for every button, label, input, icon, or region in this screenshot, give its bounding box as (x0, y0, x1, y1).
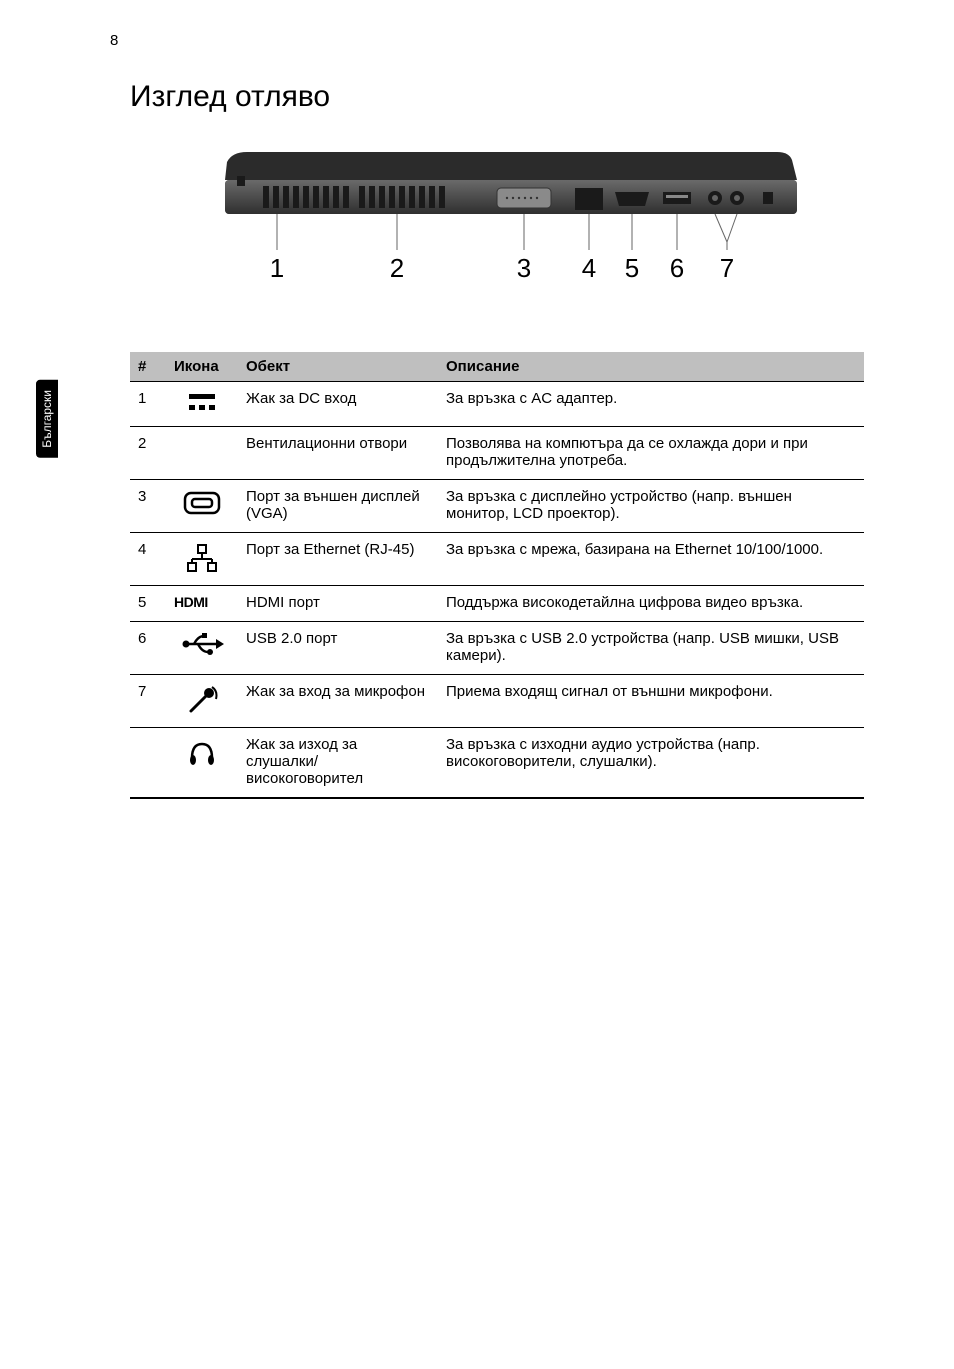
table-row: 1 Жак за DC вход За връзка с AC адаптер. (130, 382, 864, 427)
row-object: Жак за вход за микрофон (238, 675, 438, 728)
callout-2: 2 (390, 253, 404, 283)
row-object: Порт за Ethernet (RJ-45) (238, 533, 438, 586)
no-icon (166, 427, 238, 480)
row-desc: Приема входящ сигнал от външни микрофони… (438, 675, 864, 728)
row-object: HDMI порт (238, 586, 438, 622)
callout-4: 4 (582, 253, 596, 283)
mic-icon (166, 675, 238, 728)
vga-icon (166, 480, 238, 533)
header-number: # (130, 352, 166, 382)
callout-3: 3 (517, 253, 531, 283)
ports-table: # Икона Обект Описание 1 Жак за DC вход … (130, 352, 864, 799)
row-number: 7 (130, 675, 166, 728)
row-number (130, 728, 166, 799)
ethernet-icon (166, 533, 238, 586)
row-desc: За връзка с изходни аудио устройства (на… (438, 728, 864, 799)
table-header-row: # Икона Обект Описание (130, 352, 864, 382)
usb-icon (166, 622, 238, 675)
table-row: 5 HDMI HDMI порт Поддържа високодетайлна… (130, 586, 864, 622)
row-number: 3 (130, 480, 166, 533)
header-object: Обект (238, 352, 438, 382)
page-number: 8 (110, 32, 118, 49)
row-object: Порт за външен дисплей (VGA) (238, 480, 438, 533)
row-number: 4 (130, 533, 166, 586)
row-desc: Поддържа високодетайлна цифрова видео вр… (438, 586, 864, 622)
table-row: 4 Порт за Ethernet (RJ-45) За връзка с м… (130, 533, 864, 586)
row-desc: За връзка с AC адаптер. (438, 382, 864, 427)
row-object: Вентилационни отвори (238, 427, 438, 480)
row-object: Жак за изход за слушалки/ високоговорите… (238, 728, 438, 799)
row-number: 5 (130, 586, 166, 622)
left-view-figure: 1 2 3 4 5 6 7 (130, 142, 864, 312)
table-row: 7 Жак за вход за микрофон Приема входящ … (130, 675, 864, 728)
hdmi-label: HDMI (174, 594, 208, 610)
row-number: 2 (130, 427, 166, 480)
table-row: 3 Порт за външен дисплей (VGA) За връзка… (130, 480, 864, 533)
row-desc: За връзка с USB 2.0 устройства (напр. US… (438, 622, 864, 675)
page-content: Изглед отляво (0, 0, 954, 799)
header-icon: Икона (166, 352, 238, 382)
headphone-icon (166, 728, 238, 799)
row-object: USB 2.0 порт (238, 622, 438, 675)
dc-in-icon (166, 382, 238, 427)
table-row: Жак за изход за слушалки/ високоговорите… (130, 728, 864, 799)
callout-7: 7 (720, 253, 734, 283)
row-number: 1 (130, 382, 166, 427)
row-number: 6 (130, 622, 166, 675)
callout-1: 1 (270, 253, 284, 283)
row-desc: За връзка с дисплейно устройство (напр. … (438, 480, 864, 533)
hdmi-icon: HDMI (166, 586, 238, 622)
row-desc: Позволява на компютъра да се охлажда дор… (438, 427, 864, 480)
table-row: 6 USB 2.0 порт За връзка с USB 2.0 устро… (130, 622, 864, 675)
table-row: 2 Вентилационни отвори Позволява на комп… (130, 427, 864, 480)
section-title: Изглед отляво (130, 80, 864, 114)
language-tab: Български (36, 380, 58, 458)
laptop-left-side-illustration: 1 2 3 4 5 6 7 (177, 142, 817, 312)
callout-5: 5 (625, 253, 639, 283)
header-desc: Описание (438, 352, 864, 382)
row-object: Жак за DC вход (238, 382, 438, 427)
callout-6: 6 (670, 253, 684, 283)
row-desc: За връзка с мрежа, базирана на Ethernet … (438, 533, 864, 586)
